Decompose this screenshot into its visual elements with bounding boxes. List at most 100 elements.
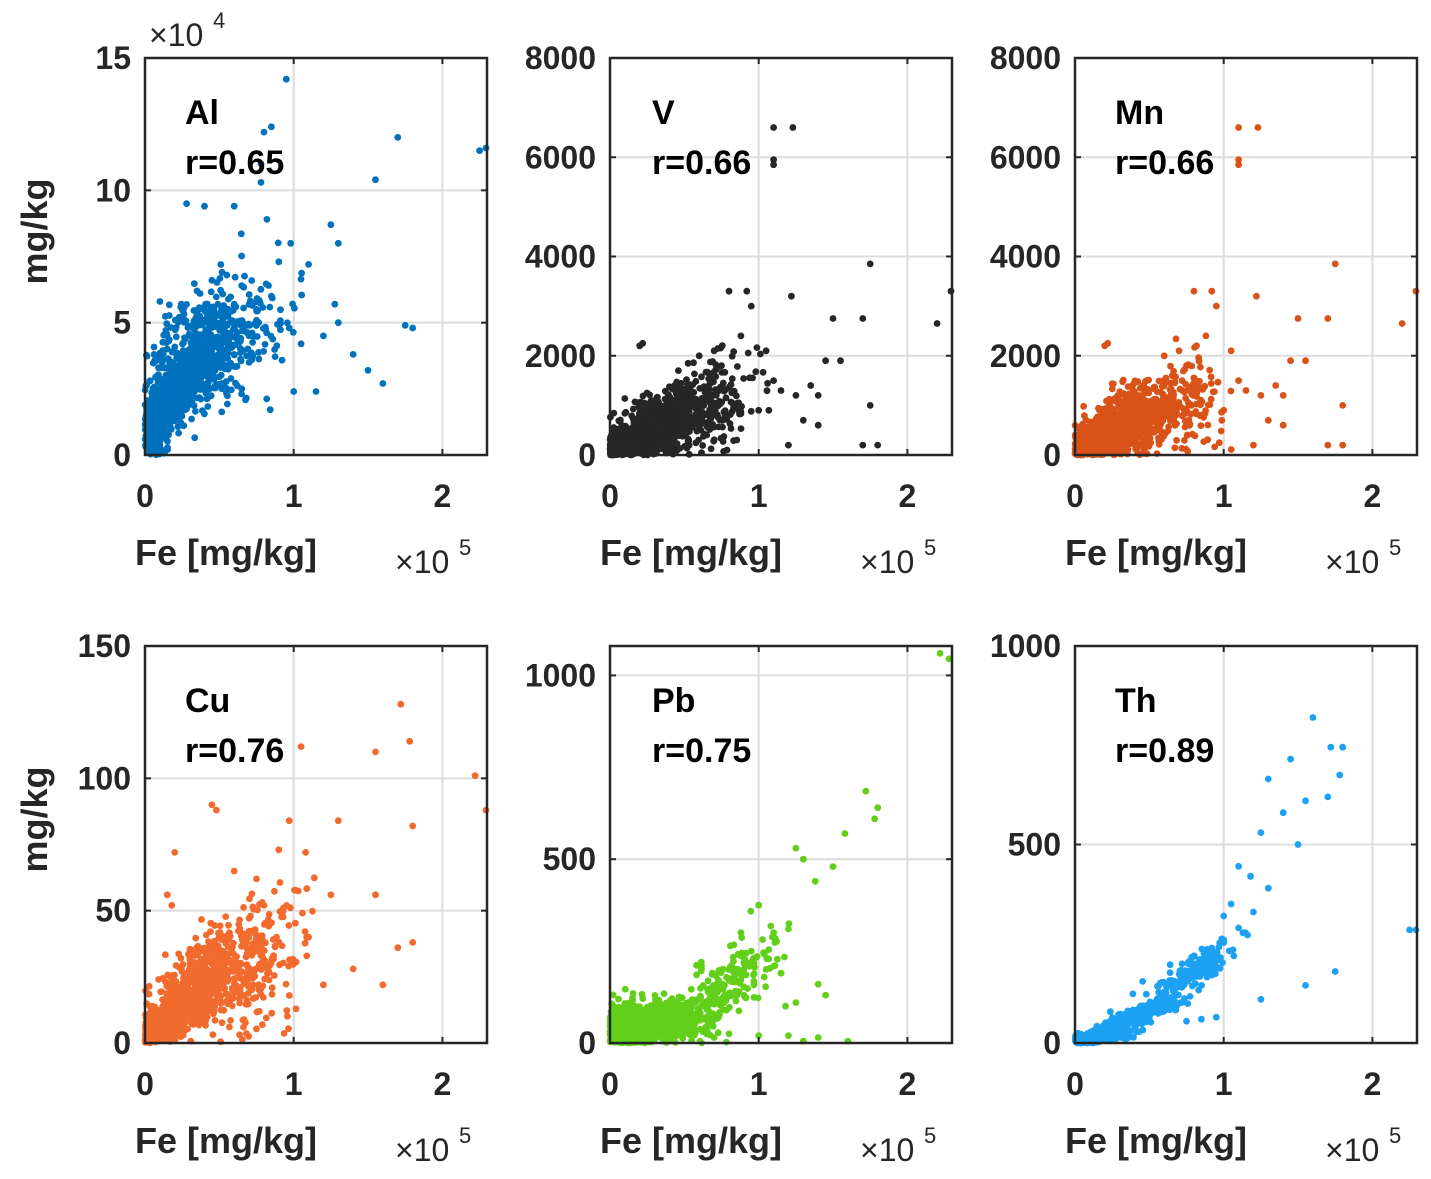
x-tick-label: 1 — [1215, 478, 1233, 514]
data-point — [253, 306, 260, 313]
data-point — [213, 319, 220, 327]
data-point — [1302, 357, 1309, 365]
data-point — [663, 404, 671, 412]
data-point — [693, 427, 701, 435]
data-point — [649, 438, 657, 445]
data-point — [667, 397, 675, 405]
data-point — [1227, 446, 1235, 453]
data-point — [163, 345, 171, 353]
data-point — [196, 354, 204, 362]
data-point — [710, 347, 718, 355]
data-point — [297, 275, 305, 283]
data-point — [171, 398, 179, 406]
data-point — [721, 368, 729, 376]
data-point — [1103, 440, 1111, 447]
data-point — [297, 340, 305, 348]
y-tick-label: 6000 — [990, 139, 1061, 175]
data-point — [273, 342, 281, 350]
data-point — [704, 383, 711, 391]
data-point — [814, 421, 822, 429]
data-point — [814, 392, 822, 399]
y-axis-multiplier: ×10 — [149, 17, 203, 53]
data-point — [190, 402, 198, 410]
data-point — [224, 306, 232, 313]
data-point — [1184, 399, 1192, 406]
data-point — [707, 358, 714, 366]
data-point — [1398, 320, 1406, 327]
data-point — [278, 356, 286, 364]
data-point — [708, 375, 716, 383]
element-label: V — [652, 94, 675, 132]
data-point — [1227, 347, 1235, 355]
data-point — [161, 434, 169, 442]
data-point — [1171, 444, 1179, 452]
data-point — [237, 230, 245, 238]
data-point — [251, 319, 259, 327]
data-point — [259, 304, 267, 311]
data-point — [159, 338, 167, 346]
data-point — [1192, 408, 1200, 415]
data-point — [245, 332, 253, 340]
data-point — [1153, 424, 1160, 432]
data-point — [1242, 387, 1250, 394]
y-axis-multiplier-exponent: 4 — [213, 8, 225, 33]
data-point — [266, 406, 274, 414]
data-point — [150, 385, 157, 392]
y-tick-label: 0 — [578, 437, 596, 473]
data-point — [197, 395, 205, 403]
data-point — [238, 252, 246, 260]
data-point — [1254, 124, 1262, 131]
data-point — [1111, 445, 1118, 453]
y-tick-label: 8000 — [990, 40, 1061, 76]
y-tick-label: 6000 — [525, 139, 596, 175]
data-point — [1155, 437, 1163, 445]
data-point — [170, 415, 178, 423]
element-label: Mn — [1115, 94, 1164, 132]
data-point — [686, 419, 694, 427]
data-point — [1173, 401, 1181, 409]
data-point — [1151, 395, 1158, 403]
data-point — [155, 354, 163, 362]
data-point — [245, 359, 253, 366]
data-point — [718, 342, 726, 349]
data-point — [1160, 432, 1168, 440]
data-point — [171, 316, 179, 324]
data-points — [141, 75, 490, 459]
data-point — [223, 385, 231, 393]
data-point — [227, 293, 235, 301]
y-axis-label: mg/kg — [14, 178, 55, 284]
data-point — [409, 324, 417, 332]
data-point — [186, 345, 194, 353]
data-point — [700, 430, 708, 438]
data-point — [249, 352, 257, 360]
data-point — [268, 123, 275, 131]
data-point — [695, 352, 703, 360]
data-point — [837, 357, 844, 365]
data-point — [164, 444, 171, 451]
data-point — [676, 445, 684, 452]
data-point — [733, 436, 741, 444]
data-point — [150, 343, 158, 351]
data-point — [700, 412, 708, 419]
data-point — [1227, 387, 1235, 395]
data-point — [197, 386, 204, 393]
data-point — [1155, 377, 1163, 385]
data-point — [1099, 424, 1107, 432]
data-point — [179, 374, 187, 382]
data-point — [167, 425, 175, 433]
element-label: Al — [185, 94, 219, 132]
data-point — [1138, 422, 1146, 430]
data-point — [1110, 407, 1118, 415]
data-point — [192, 408, 199, 415]
data-point — [752, 368, 760, 376]
data-point — [263, 395, 271, 403]
data-point — [1110, 380, 1117, 388]
data-point — [622, 408, 630, 416]
x-tick-label: 2 — [433, 478, 451, 514]
data-point — [621, 395, 629, 402]
y-tick-label: 15 — [95, 40, 131, 76]
data-point — [1172, 335, 1180, 343]
data-point — [334, 239, 342, 247]
data-point — [759, 368, 767, 376]
